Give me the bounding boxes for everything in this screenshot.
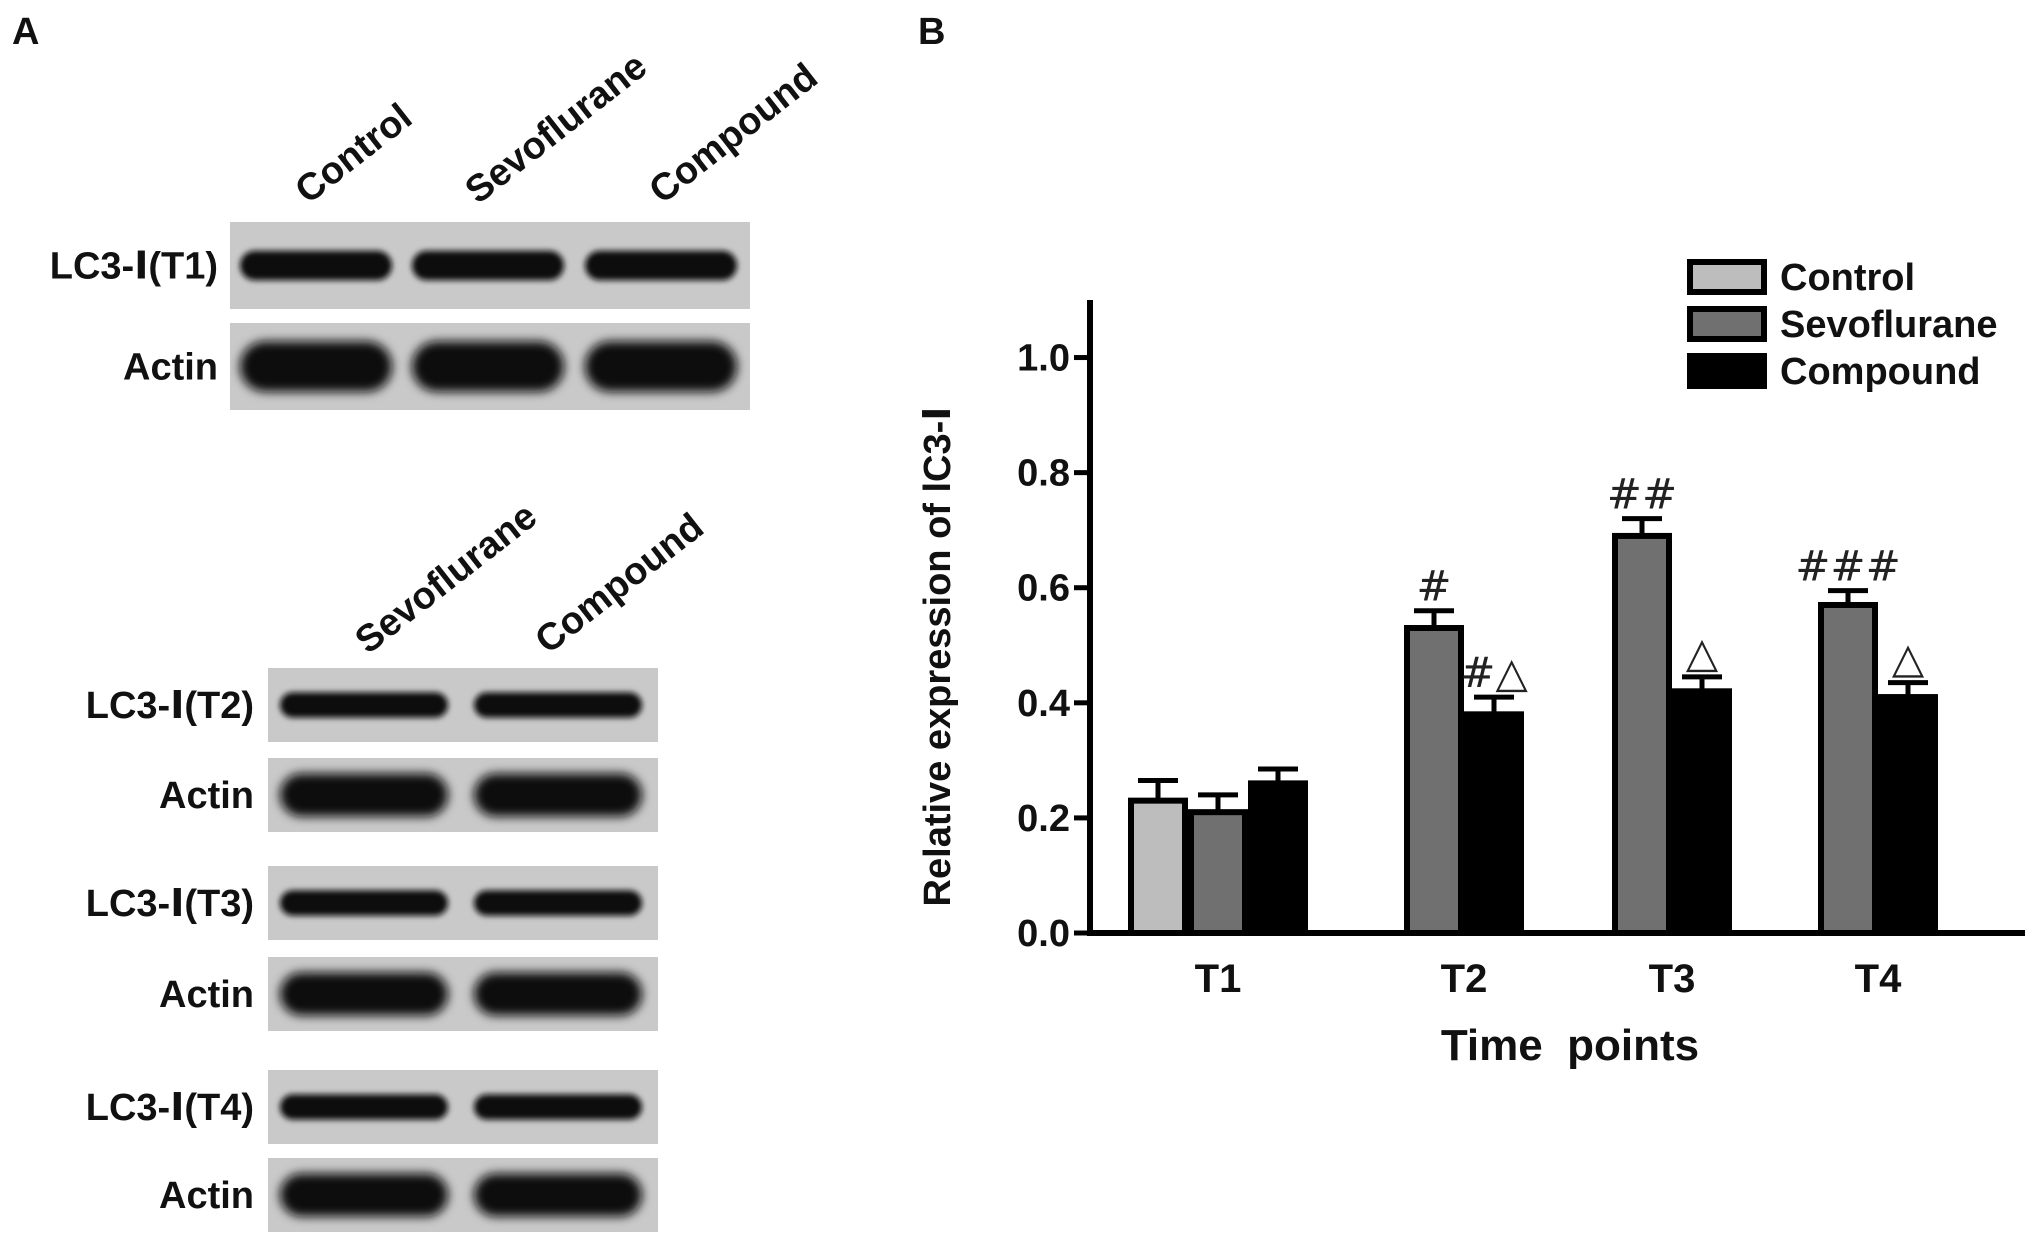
row-label: Actin xyxy=(123,347,218,389)
significance-mark: △ xyxy=(1892,634,1925,683)
bar xyxy=(1248,780,1308,937)
x-tick-label: T3 xyxy=(1649,957,1696,1001)
legend-label: Control xyxy=(1780,257,1915,299)
blot-band xyxy=(240,250,392,281)
blot-band xyxy=(474,773,642,817)
blot-band xyxy=(412,341,564,392)
x-ticks: T1 T2 T3 T4 xyxy=(1195,957,1902,1001)
significance-mark: # xyxy=(1416,562,1451,611)
panel-b: B ##△##△###△ 0.00.20.40.60.81.0 T1 T2 T3 T4… xyxy=(917,11,2025,1070)
blot-band xyxy=(280,972,448,1016)
row-label: Actin xyxy=(159,775,254,817)
x-tick-label: T1 xyxy=(1195,957,1242,1001)
blot-band xyxy=(240,341,392,392)
x-tick-label: T4 xyxy=(1855,957,1902,1001)
significance-mark: △ xyxy=(1686,628,1719,677)
bar xyxy=(1612,532,1672,936)
row-label: LC3-Ⅰ(T4) xyxy=(86,1087,254,1129)
blot-band xyxy=(280,1173,448,1217)
x-tick-label: T2 xyxy=(1441,957,1488,1001)
blot-band xyxy=(280,692,448,718)
blot-band xyxy=(585,250,737,281)
blot-band xyxy=(280,773,448,817)
significance-mark: #△ xyxy=(1460,648,1528,697)
lane-label: Compound xyxy=(528,506,712,663)
blot-band xyxy=(474,972,642,1016)
bar xyxy=(1818,601,1878,936)
blot-band xyxy=(474,692,642,718)
y-tick-label: 0.4 xyxy=(1017,683,1070,725)
bar xyxy=(1188,809,1248,936)
legend-swatch xyxy=(1687,306,1767,342)
blot-band xyxy=(474,890,642,916)
legend-swatch xyxy=(1687,353,1767,389)
row-label: LC3-Ⅰ(T3) xyxy=(86,883,254,925)
y-tick-label: 0.2 xyxy=(1017,798,1070,840)
x-axis-label: Time points xyxy=(1441,1021,1699,1070)
bar-chart: ##△##△###△ 0.00.20.40.60.81.0 T1 T2 T3 T4 R… xyxy=(917,257,2025,1070)
lane-label: Sevoflurane xyxy=(348,495,545,662)
blot-band xyxy=(280,890,448,916)
y-tick-label: 0.0 xyxy=(1017,913,1070,955)
row-label: LC3-Ⅰ(T2) xyxy=(86,685,254,727)
blot-band xyxy=(412,250,564,281)
blot-band xyxy=(280,1094,448,1120)
legend-label: Sevoflurane xyxy=(1780,304,1998,346)
lane-label: Sevoflurane xyxy=(458,45,655,212)
row-label: Actin xyxy=(159,974,254,1016)
significance-mark: ### xyxy=(1795,542,1901,591)
blot-band xyxy=(474,1094,642,1120)
row-label: Actin xyxy=(159,1175,254,1217)
panel-a: A Control SevofluraneCompoundLC3-Ⅰ(T1)Act… xyxy=(12,11,826,1232)
bar xyxy=(1404,625,1464,936)
legend-label: Compound xyxy=(1780,351,1981,393)
bars-layer: ##△##△###△ xyxy=(1128,470,1938,937)
panel-a-label: A xyxy=(12,11,39,53)
panel-b-label: B xyxy=(918,11,945,53)
bar xyxy=(1672,688,1732,936)
lane-label: Control xyxy=(288,96,420,212)
significance-mark: ## xyxy=(1607,470,1677,519)
chart-legend: Control Sevoflurane Compound xyxy=(1687,257,1998,393)
blot-band xyxy=(474,1173,642,1217)
y-axis-label: Relative expression of lC3-Ⅰ xyxy=(917,407,959,907)
y-tick-label: 0.6 xyxy=(1017,568,1070,610)
y-tick-label: 1.0 xyxy=(1017,338,1070,380)
lane-label: Compound xyxy=(642,56,826,213)
blot-band xyxy=(585,341,737,392)
row-label: LC3-Ⅰ(T1) xyxy=(50,246,218,288)
bar xyxy=(1464,711,1524,936)
bar xyxy=(1878,694,1938,937)
bar xyxy=(1128,797,1188,936)
y-tick-label: 0.8 xyxy=(1017,453,1070,495)
y-ticks: 0.0 0.2 0.4 0.6 0.8 1.0 xyxy=(1017,338,1090,955)
legend-swatch xyxy=(1687,259,1767,295)
